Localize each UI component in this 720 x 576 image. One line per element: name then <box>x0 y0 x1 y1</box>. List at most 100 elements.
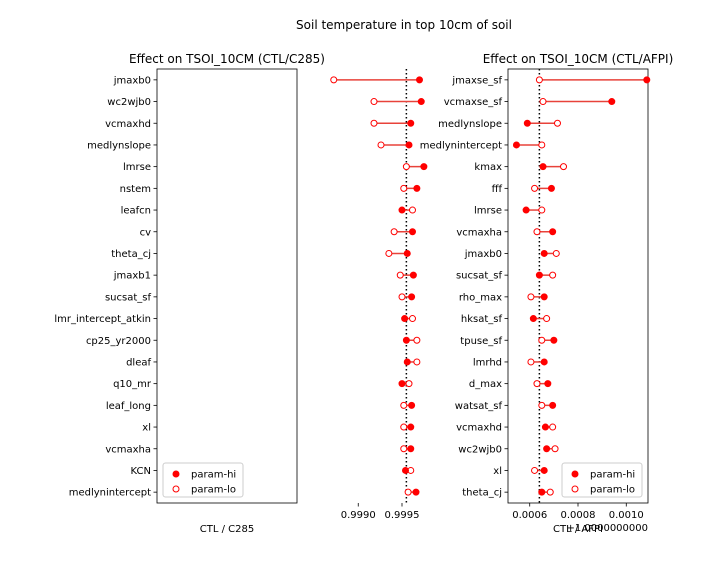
point-param-hi <box>540 358 548 366</box>
point-param-hi <box>541 423 549 431</box>
point-param-hi <box>405 141 413 149</box>
y-tick-label: medlynslope <box>87 140 151 151</box>
point-param-hi <box>549 228 557 236</box>
point-param-lo <box>390 228 398 236</box>
legend-label: param-hi <box>191 470 236 481</box>
axes-frame <box>156 68 298 504</box>
point-param-hi <box>407 423 415 431</box>
chart-2: Effect on TSOI_10CM (CTL/AFPI) jmaxse_sfv… <box>420 52 674 535</box>
legend-box <box>561 462 643 498</box>
point-param-hi <box>408 293 416 301</box>
point-param-hi <box>540 293 548 301</box>
point-param-lo <box>370 119 378 127</box>
x-tick-label: 0.9990 <box>341 510 376 521</box>
y-tick-label: q10_mr <box>113 379 152 390</box>
point-param-lo <box>527 358 535 366</box>
y-tick-label: sucsat_sf <box>456 271 503 282</box>
point-param-hi <box>417 98 425 106</box>
x-tick-label: 0.0010 <box>609 510 644 521</box>
x-tick-label: 0.0006 <box>512 510 547 521</box>
point-param-hi <box>409 228 416 236</box>
legend-marker-lo <box>172 485 180 493</box>
point-param-hi <box>529 315 537 323</box>
point-param-hi <box>402 466 409 474</box>
y-tick-label: medlynintercept <box>420 140 502 151</box>
figure-suptitle: Soil temperature in top 10cm of soil <box>296 18 512 32</box>
point-param-lo <box>404 488 412 496</box>
y-tick-label: medlynslope <box>438 119 502 130</box>
y-tick-label: lmrhd <box>473 357 502 368</box>
point-param-lo <box>538 336 546 344</box>
point-param-lo <box>527 293 535 301</box>
x-tick-label: 0.9995 <box>385 510 420 521</box>
point-param-hi <box>544 380 552 388</box>
point-param-lo <box>543 315 551 323</box>
x-axis-label: CTL / AFPI <box>553 524 603 535</box>
chart-1: Effect on TSOI_10CM (CTL/C285) jmaxb0 wc2w… <box>54 52 428 535</box>
point-param-hi <box>543 445 551 453</box>
y-tick-label: wc2wjb0 <box>107 97 151 108</box>
point-param-hi <box>522 206 530 214</box>
point-param-hi <box>407 445 415 453</box>
y-tick-label: wc2wjb0 <box>458 444 502 455</box>
point-param-lo <box>413 358 421 366</box>
point-param-lo <box>385 249 393 257</box>
legend-marker-lo <box>571 485 579 493</box>
point-param-lo <box>400 401 408 409</box>
point-param-hi <box>643 76 651 84</box>
y-tick-label: dleaf <box>126 357 151 368</box>
y-tick-label: tpuse_sf <box>460 336 502 347</box>
legend: param-hi param-lo <box>162 462 244 498</box>
y-tick-label: lmrse <box>474 206 502 217</box>
point-param-hi <box>403 249 411 257</box>
y-tick-label: theta_cj <box>462 488 502 499</box>
point-param-lo <box>553 119 561 127</box>
legend: param-hi param-lo <box>561 462 643 498</box>
point-param-lo <box>400 445 408 453</box>
point-param-lo <box>546 488 554 496</box>
point-param-lo <box>549 271 557 279</box>
y-tick-label: d_max <box>469 379 502 390</box>
point-param-lo <box>402 163 410 171</box>
point-param-hi <box>408 401 416 409</box>
point-param-lo <box>560 163 568 171</box>
y-tick-label: fff <box>492 184 503 195</box>
y-tick-label: jmaxse_sf <box>451 75 502 86</box>
point-param-hi <box>550 336 558 344</box>
point-param-hi <box>540 466 548 474</box>
point-param-hi <box>539 163 547 171</box>
y-tick-label: jmaxb0 <box>113 75 151 86</box>
point-param-lo <box>535 76 543 84</box>
point-param-hi <box>407 119 415 127</box>
y-tick-label: jmaxb0 <box>464 249 502 260</box>
point-param-hi <box>416 76 423 84</box>
point-param-lo <box>398 293 406 301</box>
point-param-hi <box>420 163 428 171</box>
point-param-lo <box>377 141 385 149</box>
point-param-lo <box>330 76 338 84</box>
point-param-lo <box>396 271 404 279</box>
point-param-hi <box>398 380 406 388</box>
point-param-lo <box>538 206 546 214</box>
y-tick-label: nstem <box>120 184 151 195</box>
point-param-hi <box>512 141 520 149</box>
point-param-hi <box>540 249 548 257</box>
point-param-lo <box>409 206 416 214</box>
legend-marker-hi <box>172 470 180 478</box>
legend-label: param-lo <box>590 485 635 496</box>
y-tick-label: cp25_yr2000 <box>86 336 151 347</box>
y-tick-label: vcmaxhd <box>105 119 151 130</box>
point-param-lo <box>552 249 560 257</box>
y-tick-label: kmax <box>474 162 502 173</box>
y-tick-label: jmaxb1 <box>113 271 151 282</box>
point-param-lo <box>539 98 547 106</box>
y-tick-label: vcmaxse_sf <box>444 97 503 108</box>
y-tick-label: xl <box>493 466 502 477</box>
point-param-lo <box>413 336 421 344</box>
point-param-lo <box>531 466 539 474</box>
point-param-lo <box>400 423 408 431</box>
legend-marker-hi <box>571 470 579 478</box>
y-tick-label: leafcn <box>121 206 151 217</box>
y-tick-label: vcmaxha <box>456 227 502 238</box>
point-param-lo <box>533 228 541 236</box>
